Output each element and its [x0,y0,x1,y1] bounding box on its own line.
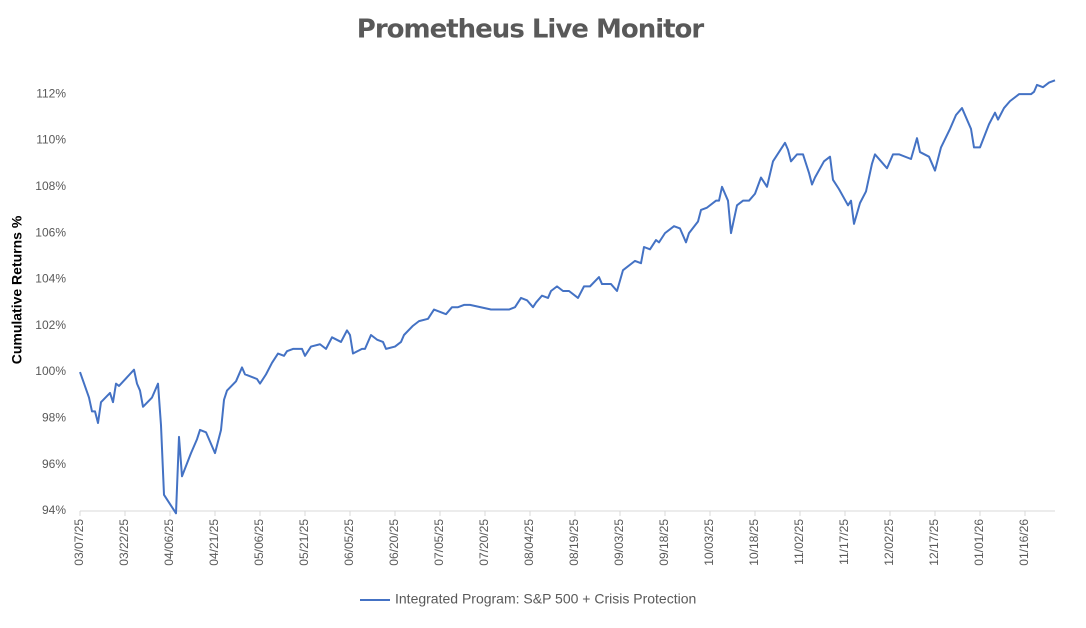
x-tick-label: 01/01/26 [972,519,986,566]
x-tick-label: 08/19/25 [567,519,581,566]
x-tick-label: 04/06/25 [162,519,176,566]
series-line [79,79,1056,515]
x-tick-label: 06/05/25 [342,519,356,566]
y-tick-label: 98% [42,411,66,425]
chart-title: Prometheus Live Monitor [357,15,705,45]
x-tick-label: 03/22/25 [117,519,131,566]
y-tick-label: 102% [35,318,66,332]
y-tick-label: 112% [36,86,66,100]
x-tick-label: 12/02/25 [882,519,896,566]
y-axis-label: Cumulative Returns % [9,215,25,364]
x-tick-label: 12/17/25 [927,519,941,566]
x-tick-label: 01/16/26 [1017,519,1031,566]
x-tick-label: 05/06/25 [252,519,266,566]
x-tick-label: 11/17/25 [837,519,851,565]
x-tick-label: 05/21/25 [297,519,311,566]
legend-label: Integrated Program: S&P 500 + Crisis Pro… [395,591,696,607]
y-tick-label: 108% [35,179,66,193]
x-tick-label: 08/04/25 [522,519,536,566]
x-tick-label: 10/03/25 [702,519,716,566]
x-tick-label: 04/21/25 [207,519,221,566]
x-tick-label: 06/20/25 [387,519,401,566]
y-tick-label: 94% [42,503,66,517]
x-tick-label: 03/07/25 [72,519,86,566]
y-tick-label: 106% [35,225,66,239]
x-tick-label: 07/20/25 [477,519,491,566]
x-tick-label: 09/03/25 [612,519,626,566]
x-tick-label: 09/18/25 [657,519,671,566]
y-tick-label: 100% [35,364,66,378]
x-tick-label: 11/02/25 [792,519,806,565]
y-tick-label: 110% [36,133,66,147]
x-tick-label: 10/18/25 [747,519,761,566]
y-tick-label: 104% [35,272,66,286]
y-tick-label: 96% [42,457,66,471]
x-tick-label: 07/05/25 [432,519,446,566]
